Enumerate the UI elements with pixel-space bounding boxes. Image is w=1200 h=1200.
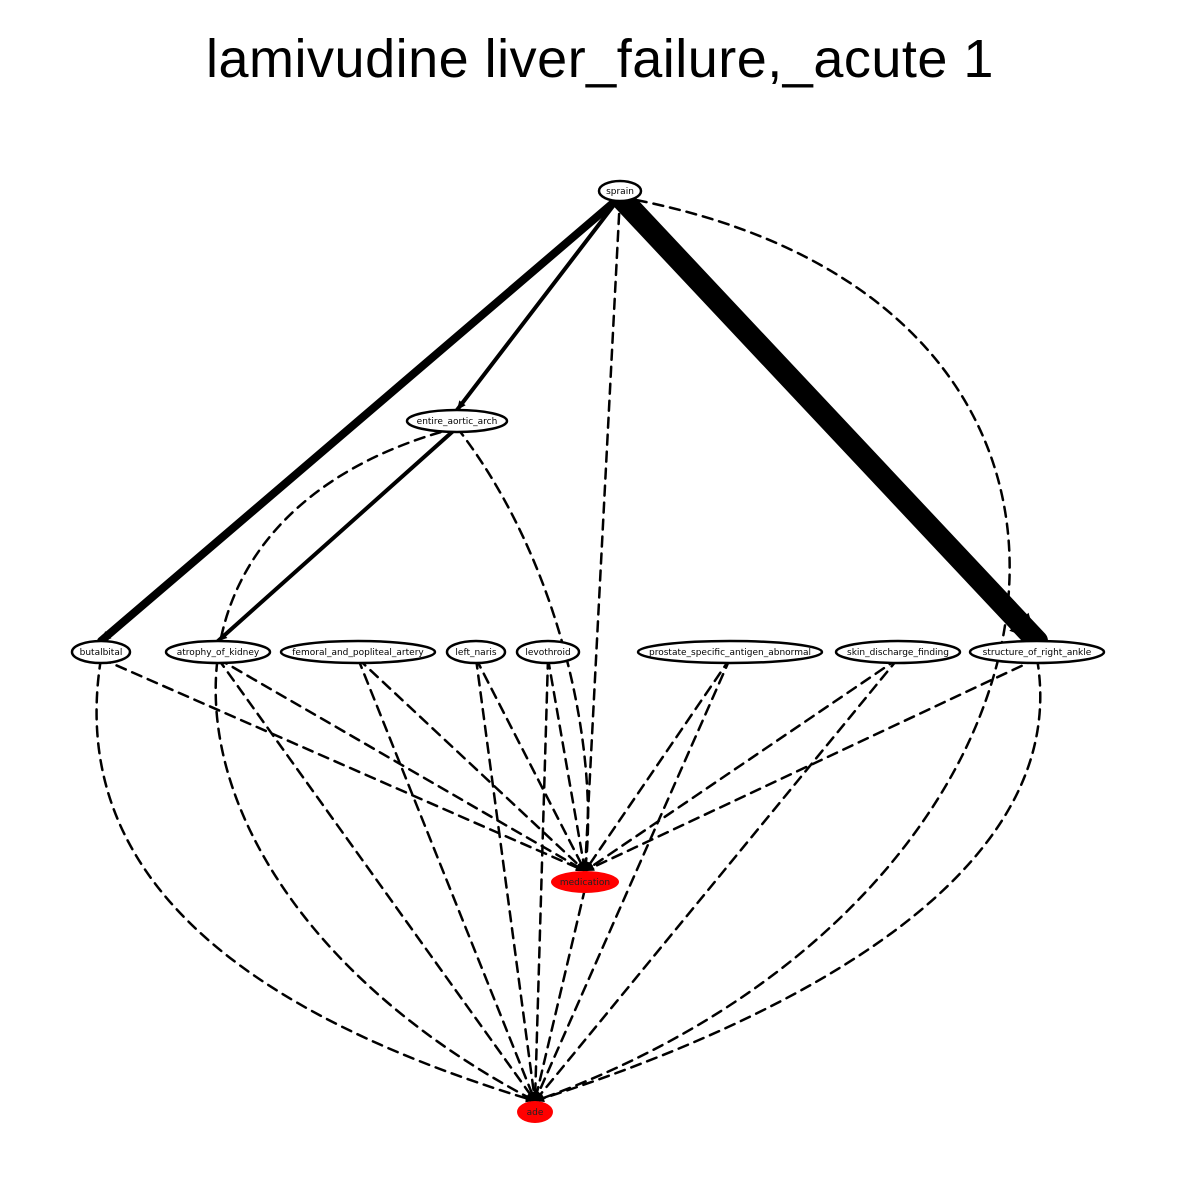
node-shape: [636, 639, 824, 665]
node-label: left_naris: [455, 648, 496, 658]
edge-skin_discharge_finding-to-ade: [533, 657, 900, 1103]
edge-sprain-to-structure_of_right_ankle: [609, 186, 1048, 652]
node-shape: [70, 639, 132, 665]
node-left-naris[interactable]: left_naris: [445, 639, 507, 665]
node-structure-of-right-ankle[interactable]: structure_of_right_ankle: [968, 639, 1106, 665]
arrowhead-sprain-to-butalbital: [101, 631, 112, 641]
edge-sprain-to-medication: [583, 195, 622, 873]
node-label: atrophy_of_kidney: [177, 648, 260, 658]
diagram-title: lamivudine liver_failure,_acute 1: [206, 29, 994, 89]
edge-structure_of_right_ankle-to-medication: [583, 657, 1039, 873]
edge-levothroid-to-medication: [546, 657, 587, 873]
edge-entire_aortic_arch-to-atrophy_of_kidney: [216, 425, 459, 643]
node-shape: [164, 639, 272, 665]
arrowhead-structure_of_right_ankle-to-ade: [535, 1094, 545, 1103]
node-shape: [279, 639, 437, 665]
arrowhead-entire_aortic_arch-to-atrophy_of_kidney: [218, 632, 228, 641]
node-shape: [834, 639, 962, 665]
node-femoral-and-popliteal-artery[interactable]: femoral_and_popliteal_artery: [279, 639, 437, 665]
node-entire-aortic-arch[interactable]: entire_aortic_arch: [405, 408, 509, 434]
node-butalbital[interactable]: butalbital: [70, 639, 132, 665]
node-prostate-specific-antigen-abnormal[interactable]: prostate_specific_antigen_abnormal: [636, 639, 824, 665]
node-shape: [405, 408, 509, 434]
node-label: butalbital: [80, 648, 123, 658]
node-label: femoral_and_popliteal_artery: [292, 648, 424, 658]
edge-levothroid-to-ade: [533, 657, 550, 1103]
edge-sprain-to-entire_aortic_arch: [455, 195, 622, 412]
edge-structure_of_right_ankle-to-ade: [533, 657, 1042, 1103]
edge-sprain-to-butalbital: [97, 193, 624, 645]
edge-left_naris-to-ade: [474, 657, 537, 1103]
node-levothroid[interactable]: levothroid: [515, 639, 581, 665]
arrowhead-medication-to-ade: [533, 1091, 541, 1101]
node-shape: [968, 639, 1106, 665]
arrowhead-sprain-to-entire_aortic_arch: [457, 400, 466, 410]
node-shape: [517, 1101, 553, 1123]
arrowhead-sprain-to-structure_of_right_ankle: [1009, 612, 1037, 641]
node-label: entire_aortic_arch: [417, 417, 498, 427]
node-sprain[interactable]: sprain: [597, 179, 643, 203]
node-label: structure_of_right_ankle: [983, 648, 1092, 658]
edge-layer: [95, 186, 1048, 1103]
node-ade[interactable]: ade: [517, 1101, 553, 1123]
node-shape: [597, 179, 643, 203]
node-shape: [551, 871, 619, 893]
node-label: sprain: [606, 187, 634, 197]
edge-left_naris-to-medication: [474, 657, 587, 873]
edge-skin_discharge_finding-to-medication: [583, 657, 900, 873]
edge-atrophy_of_kidney-to-ade: [216, 657, 537, 1103]
edge-femoral_and_popliteal_artery-to-medication: [356, 657, 587, 873]
edge-prostate_specific_antigen_abnormal-to-ade: [533, 657, 732, 1103]
node-layer: sprain entire_aortic_arch butalbital atroph…: [70, 179, 1106, 1123]
node-shape: [445, 639, 507, 665]
node-skin-discharge-finding[interactable]: skin_discharge_finding: [834, 639, 962, 665]
edge-sprain-to-ade: [533, 195, 1011, 1103]
edge-medication-to-ade: [533, 887, 587, 1103]
edge-butalbital-to-ade: [95, 657, 537, 1103]
edge-prostate_specific_antigen_abnormal-to-medication: [583, 657, 732, 873]
edge-femoral_and_popliteal_artery-to-ade: [356, 657, 537, 1103]
node-label: levothroid: [525, 648, 570, 658]
edge-entire_aortic_arch-to-ade: [214, 426, 537, 1103]
node-label: medication: [560, 878, 610, 888]
node-medication[interactable]: medication: [551, 871, 619, 893]
edge-entire_aortic_arch-to-medication: [455, 426, 590, 873]
edge-butalbital-to-medication: [99, 657, 587, 873]
node-atrophy-of-kidney[interactable]: atrophy_of_kidney: [164, 639, 272, 665]
edge-atrophy_of_kidney-to-medication: [216, 657, 587, 873]
arrowhead-structure_of_right_ankle-to-medication: [585, 863, 595, 871]
node-shape: [515, 639, 581, 665]
node-label: prostate_specific_antigen_abnormal: [649, 648, 811, 658]
node-label: skin_discharge_finding: [847, 648, 949, 658]
node-label: ade: [527, 1108, 544, 1118]
